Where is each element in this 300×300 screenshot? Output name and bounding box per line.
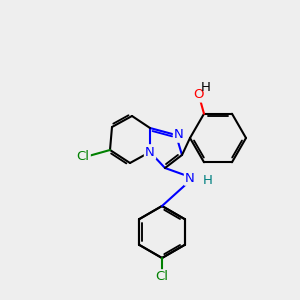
Text: H: H bbox=[203, 175, 213, 188]
Text: Cl: Cl bbox=[76, 151, 89, 164]
Text: N: N bbox=[145, 146, 155, 158]
Text: H: H bbox=[201, 81, 211, 94]
Text: N: N bbox=[174, 128, 184, 142]
Text: N: N bbox=[185, 172, 195, 184]
Text: O: O bbox=[193, 88, 203, 101]
Text: Cl: Cl bbox=[155, 271, 169, 284]
